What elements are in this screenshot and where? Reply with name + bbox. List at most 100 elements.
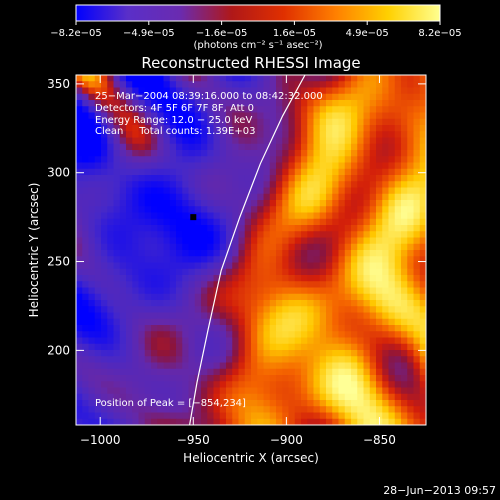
heatmap-cell [394, 293, 402, 301]
heatmap-cell [219, 93, 227, 101]
heatmap-cell [232, 193, 239, 201]
heatmap-cell [226, 125, 233, 132]
heatmap-cell [301, 156, 308, 163]
x-axis-label: Heliocentric X (arcsec) [183, 451, 319, 465]
heatmap-cell [388, 318, 396, 326]
heatmap-cell [113, 206, 121, 213]
heatmap-cell [288, 268, 296, 276]
heatmap-cell [338, 212, 346, 220]
heatmap-cell [332, 237, 339, 245]
heatmap-cell [188, 337, 196, 345]
heatmap-cell [138, 356, 146, 363]
heatmap-cell [163, 268, 171, 276]
heatmap-cell [226, 200, 233, 207]
heatmap-cell [363, 75, 371, 82]
heatmap-cell [157, 331, 164, 338]
heatmap-cell [213, 318, 221, 326]
heatmap-cell [82, 293, 89, 301]
heatmap-cell [144, 125, 152, 132]
heatmap-cell [326, 112, 333, 120]
heatmap-cell [138, 218, 146, 226]
heatmap-cell [382, 281, 389, 288]
heatmap-cell [244, 175, 252, 182]
heatmap-cell [301, 93, 308, 101]
heatmap-cell [194, 275, 202, 282]
heatmap-cell [294, 225, 302, 232]
heatmap-cell [238, 343, 246, 351]
heatmap-cell [338, 343, 346, 351]
heatmap-cell [338, 237, 346, 245]
heatmap-cell [388, 125, 396, 132]
heatmap-cell [188, 318, 196, 326]
heatmap-cell [201, 131, 208, 138]
heatmap-cell [169, 318, 177, 326]
heatmap-cell [76, 206, 83, 213]
heatmap-cell [344, 125, 352, 132]
heatmap-cell [332, 112, 339, 120]
heatmap-cell [119, 112, 127, 120]
chart-title: Reconstructed RHESSI Image [141, 54, 360, 72]
heatmap-cell [257, 262, 264, 270]
heatmap-cell [226, 318, 233, 326]
heatmap-cell [369, 350, 377, 357]
heatmap-cell [419, 168, 426, 176]
heatmap-cell [413, 212, 421, 220]
heatmap-cell [382, 356, 389, 363]
heatmap-cell [351, 225, 358, 232]
heatmap-cell [176, 400, 183, 407]
heatmap-cell [269, 418, 277, 425]
heatmap-cell [357, 368, 364, 376]
heatmap-cell [301, 225, 308, 232]
heatmap-cell [257, 206, 264, 213]
heatmap-cell [276, 100, 283, 107]
heatmap-cell [319, 156, 327, 163]
heatmap-cell [213, 343, 221, 351]
colorbar-units-label: (photons cm⁻² s⁻¹ asec⁻²) [193, 40, 322, 51]
heatmap-cell [363, 343, 371, 351]
heatmap-cell [357, 212, 364, 220]
heatmap-cell [294, 262, 302, 270]
heatmap-cell [363, 218, 371, 226]
heatmap-cell [157, 112, 164, 120]
heatmap-cell [344, 193, 352, 201]
heatmap-cell [176, 175, 183, 182]
heatmap-cell [276, 256, 283, 263]
heatmap-cell [188, 325, 196, 332]
heatmap-cell [176, 312, 183, 320]
heatmap-cell [113, 231, 121, 238]
heatmap-cell [257, 412, 264, 420]
heatmap-cell [244, 312, 252, 320]
heatmap-cell [82, 256, 89, 263]
heatmap-cell [276, 87, 283, 95]
heatmap-cell [357, 337, 364, 345]
heatmap-cell [326, 237, 333, 245]
heatmap-cell [338, 181, 346, 188]
heatmap-cell [394, 225, 402, 232]
footer-date: 28−Jun−2013 09:57 [383, 484, 496, 497]
heatmap-cell [338, 418, 346, 425]
heatmap-cell [401, 406, 408, 413]
heatmap-cell [94, 150, 102, 157]
heatmap-cell [401, 187, 408, 195]
heatmap-cell [363, 331, 371, 338]
heatmap-cell [269, 100, 277, 107]
heatmap-cell [419, 387, 426, 395]
heatmap-cell [269, 181, 277, 188]
heatmap-cell [169, 100, 177, 107]
heatmap-cell [126, 125, 133, 132]
heatmap-cell [201, 268, 208, 276]
heatmap-cell [276, 350, 283, 357]
heatmap-cell [207, 87, 214, 95]
heatmap-cell [169, 137, 177, 145]
heatmap-cell [157, 262, 164, 270]
heatmap-cell [132, 156, 139, 163]
heatmap-cell [419, 200, 426, 207]
heatmap-cell [207, 375, 214, 382]
heatmap-cell [94, 300, 102, 307]
heatmap-cell [363, 387, 371, 395]
heatmap-cell [82, 100, 89, 107]
heatmap-cell [157, 93, 164, 101]
heatmap-cell [338, 387, 346, 395]
heatmap-cell [182, 175, 189, 182]
heatmap-cell [101, 193, 108, 201]
